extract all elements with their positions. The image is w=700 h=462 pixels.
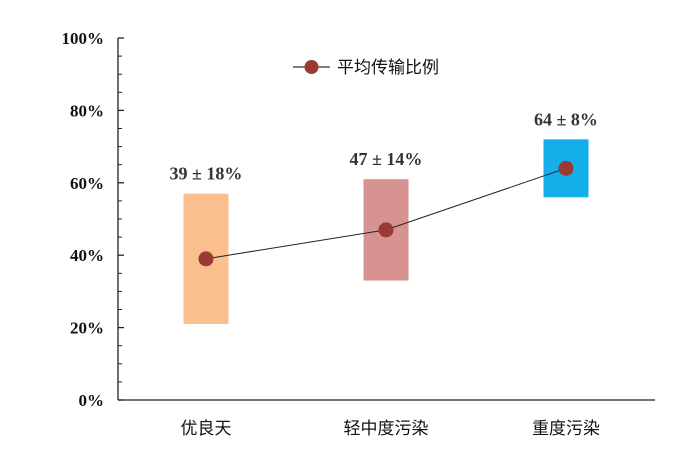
data-point [558,160,574,176]
data-point [378,222,394,238]
y-tick-label: 0% [79,391,105,410]
y-tick-label: 20% [70,319,104,338]
y-tick-label: 80% [70,101,104,120]
data-label: 47 ± 14% [350,149,423,169]
x-category-label: 轻中度污染 [344,419,429,439]
data-point [198,251,214,267]
y-tick-label: 100% [62,29,105,48]
x-category-label: 优良天 [181,419,232,439]
y-tick-label: 60% [70,174,104,193]
legend-label: 平均传输比例 [337,58,439,78]
data-label: 39 ± 18% [170,164,243,184]
legend-marker-icon [304,60,319,74]
x-category-label: 重度污染 [532,419,600,439]
y-tick-label: 40% [70,246,104,265]
data-label: 64 ± 8% [534,109,598,129]
